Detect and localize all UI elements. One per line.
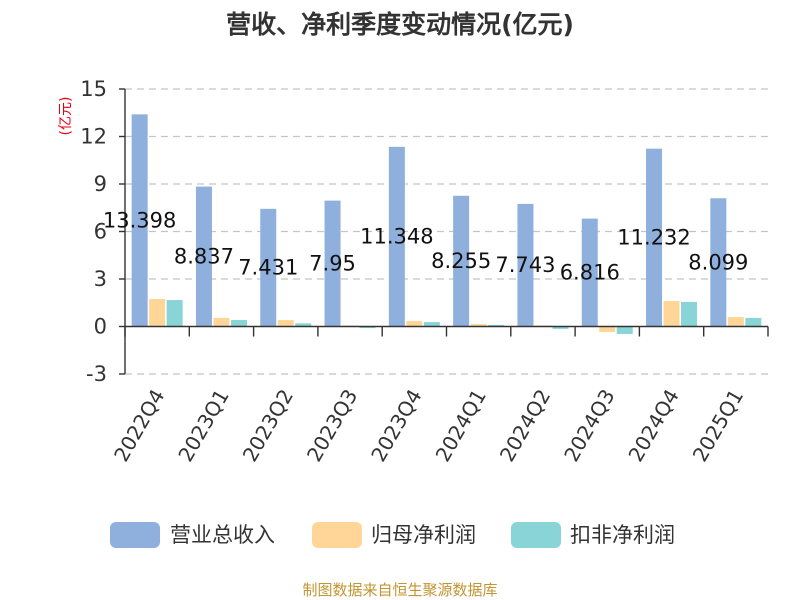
data-label-revenue: 7.431 xyxy=(238,256,298,280)
bar-revenue[interactable] xyxy=(324,200,341,327)
legend-swatch-non-recurring-net-profit xyxy=(511,522,561,548)
bar-parent-net-profit[interactable] xyxy=(213,317,230,327)
legend-swatch-revenue xyxy=(110,522,160,548)
bar-non-recurring-net-profit[interactable] xyxy=(488,324,505,327)
y-tick-label: 9 xyxy=(94,172,107,196)
axes: 15 12 9 6 3 0 -3 xyxy=(80,77,769,386)
bar-parent-net-profit[interactable] xyxy=(599,326,616,333)
legend-label-non-recurring-net-profit: 扣非净利润 xyxy=(570,523,675,547)
bar-revenue[interactable] xyxy=(453,195,470,327)
bar-parent-net-profit[interactable] xyxy=(470,324,487,327)
y-tick-label: -3 xyxy=(86,362,107,386)
y-tick-label: 12 xyxy=(80,125,107,149)
x-tick-label: 2023Q3 xyxy=(302,385,362,466)
data-label-revenue: 7.743 xyxy=(495,253,555,277)
data-label-revenue: 13.398 xyxy=(103,208,176,232)
bar-non-recurring-net-profit[interactable] xyxy=(166,300,183,327)
legend: 营业总收入 归母净利润 扣非净利润 xyxy=(110,522,675,548)
legend-label-revenue: 营业总收入 xyxy=(170,523,275,547)
bar-revenue[interactable] xyxy=(646,148,663,327)
x-tick-label: 2025Q1 xyxy=(688,385,748,466)
y-axis-unit-label: (亿元) xyxy=(58,97,74,136)
y-tick-label: 6 xyxy=(94,220,107,244)
y-tick-label: 15 xyxy=(80,77,107,101)
bar-parent-net-profit[interactable] xyxy=(663,301,680,327)
legend-item-parent-net-profit[interactable]: 归母净利润 xyxy=(312,522,476,548)
bar-revenue[interactable] xyxy=(195,186,212,327)
legend-item-revenue[interactable]: 营业总收入 xyxy=(110,522,275,548)
bar-revenue[interactable] xyxy=(260,208,277,327)
data-label-revenue: 11.348 xyxy=(360,225,433,249)
bar-parent-net-profit[interactable] xyxy=(277,320,294,327)
legend-item-non-recurring-net-profit[interactable]: 扣非净利润 xyxy=(511,522,675,548)
legend-label-parent-net-profit: 归母净利润 xyxy=(371,523,476,547)
data-label-revenue: 8.837 xyxy=(174,245,234,269)
bar-non-recurring-net-profit[interactable] xyxy=(295,323,312,327)
bar-non-recurring-net-profit[interactable] xyxy=(616,326,633,334)
x-tick-label: 2022Q4 xyxy=(109,385,169,466)
x-axis-labels: 2022Q4 2023Q1 2023Q2 2023Q3 2023Q4 2024Q1 2024… xyxy=(109,385,748,466)
y-tick-label: 0 xyxy=(94,315,107,339)
x-tick-label: 2024Q3 xyxy=(559,385,619,466)
bar-non-recurring-net-profit[interactable] xyxy=(552,326,569,329)
data-label-revenue: 7.95 xyxy=(309,252,356,276)
bar-non-recurring-net-profit[interactable] xyxy=(745,317,762,327)
bar-non-recurring-net-profit[interactable] xyxy=(230,320,247,327)
bar-parent-net-profit[interactable] xyxy=(149,298,166,327)
bar-non-recurring-net-profit[interactable] xyxy=(359,326,376,329)
chart-title: 营收、净利季度变动情况(亿元) xyxy=(226,10,574,39)
legend-swatch-parent-net-profit xyxy=(312,522,362,548)
bar-revenue[interactable] xyxy=(710,198,727,327)
bar-revenue[interactable] xyxy=(388,146,405,327)
x-tick-label: 2023Q4 xyxy=(366,385,426,466)
bar-parent-net-profit[interactable] xyxy=(406,320,423,327)
bar-parent-net-profit[interactable] xyxy=(727,317,744,327)
bar-revenue[interactable] xyxy=(581,218,598,327)
bar-non-recurring-net-profit[interactable] xyxy=(681,301,698,327)
x-tick-label: 2024Q1 xyxy=(431,385,491,466)
y-tick-label: 3 xyxy=(94,267,107,291)
data-label-revenue: 8.099 xyxy=(688,250,748,274)
x-tick-label: 2024Q4 xyxy=(623,385,683,466)
x-tick-label: 2023Q2 xyxy=(238,385,298,466)
data-label-revenue: 6.816 xyxy=(560,261,620,285)
data-source-note: 制图数据来自恒生聚源数据库 xyxy=(302,581,497,599)
x-tick-label: 2023Q1 xyxy=(173,385,233,466)
bar-revenue[interactable] xyxy=(517,203,534,327)
data-label-revenue: 11.232 xyxy=(617,226,690,250)
bars xyxy=(131,114,762,334)
x-tick-label: 2024Q2 xyxy=(495,385,555,466)
data-label-revenue: 8.255 xyxy=(431,249,491,273)
bar-revenue[interactable] xyxy=(131,114,148,327)
bar-non-recurring-net-profit[interactable] xyxy=(423,322,440,327)
